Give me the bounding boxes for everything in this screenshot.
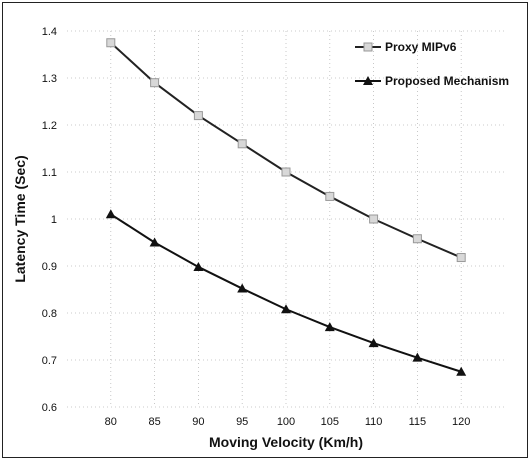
y-axis-title: Latency Time (Sec) (12, 155, 28, 282)
line-chart: 0.6 0.7 0.8 0.9 1 1.1 1.2 1.3 1.4 80 85 90 95 100 105 1… (12, 26, 509, 450)
series-proxy-mipv6 (106, 38, 466, 263)
data-point (325, 191, 335, 201)
legend: Proxy MIPv6 Proposed Mechanism (355, 40, 509, 88)
data-point (150, 78, 160, 88)
x-tick-label: 80 (105, 416, 117, 428)
data-point (324, 322, 335, 332)
x-tick-label: 90 (192, 416, 204, 428)
data-point (106, 38, 116, 48)
y-tick-label: 1.2 (42, 120, 57, 132)
data-point (412, 352, 423, 362)
chart-frame: 0.6 0.7 0.8 0.9 1 1.1 1.2 1.3 1.4 80 85 90 95 100 105 1… (2, 2, 528, 458)
y-tick-label: 0.9 (42, 261, 57, 273)
data-point (369, 214, 379, 224)
data-point (456, 253, 466, 263)
series-proposed-mechanism (105, 209, 467, 376)
data-point (193, 111, 203, 121)
y-tick-label: 1.1 (42, 167, 57, 179)
data-point (105, 209, 116, 219)
data-point (193, 261, 204, 271)
x-tick-label: 110 (365, 416, 383, 428)
x-tick-label: 115 (409, 416, 427, 428)
y-tick-label: 1.3 (42, 73, 57, 85)
data-point (149, 237, 160, 247)
series (105, 38, 467, 376)
data-point (456, 366, 467, 376)
legend-marker (363, 42, 373, 52)
x-tick-label: 85 (148, 416, 160, 428)
legend-marker (363, 76, 373, 85)
data-point (412, 234, 422, 244)
y-tick-label: 1 (51, 214, 57, 226)
data-point (237, 283, 248, 293)
y-tick-label: 0.7 (42, 355, 57, 367)
legend-label: Proposed Mechanism (385, 74, 509, 88)
x-tick-label: 100 (277, 416, 295, 428)
data-point (368, 338, 379, 348)
x-tick-label: 105 (321, 416, 339, 428)
axes: 0.6 0.7 0.8 0.9 1 1.1 1.2 1.3 1.4 80 85 90 95 100 105 1… (42, 26, 471, 428)
y-tick-label: 0.6 (42, 402, 57, 414)
data-point (281, 167, 291, 177)
x-tick-label: 95 (236, 416, 248, 428)
legend-label: Proxy MIPv6 (385, 40, 457, 54)
y-tick-label: 1.4 (42, 26, 57, 38)
y-tick-label: 0.8 (42, 308, 57, 320)
x-axis-title: Moving Velocity (Km/h) (209, 434, 363, 450)
data-point (281, 304, 291, 314)
series-line (110, 213, 462, 373)
data-point (237, 139, 247, 149)
x-tick-label: 120 (452, 416, 470, 428)
